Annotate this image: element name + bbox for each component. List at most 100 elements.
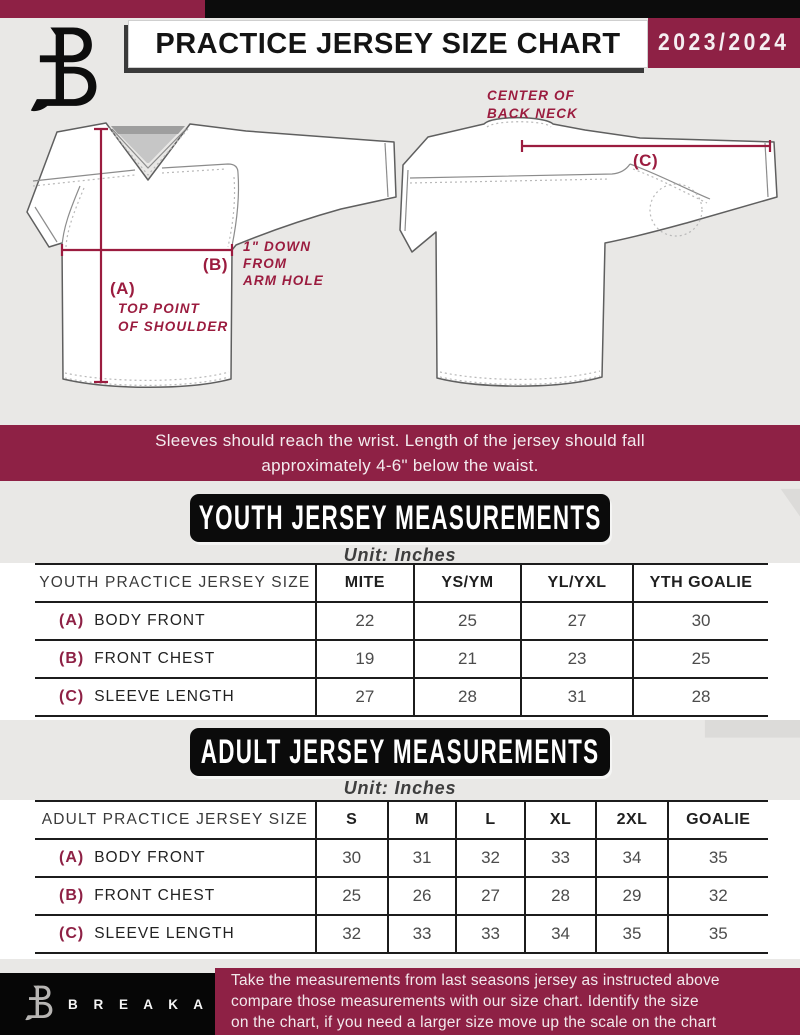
front-measurement-lines: (B) 1" DOWN FROM ARM HOLE (A) TOP POINT … (60, 127, 324, 384)
measurement-label-cell: (B) FRONT CHEST (35, 640, 316, 678)
footer-instructions-line-2: compare those measurements with our size… (231, 993, 699, 1010)
adult-size-column-header: M (386, 801, 457, 839)
youth-measurement-row: (A) BODY FRONT 22 25 27 30 (35, 602, 768, 640)
adult-measurement-row: (B) FRONT CHEST 25 26 27 28 29 32 (35, 877, 768, 915)
measurement-label-cell: (A) BODY FRONT (35, 602, 316, 640)
adult-size-label-header: ADULT PRACTICE JERSEY SIZE (41, 811, 309, 828)
measurement-value-cell: 35 (595, 915, 668, 953)
top-accent-strip-maroon (0, 0, 205, 18)
adult-unit-label: Unit: Inches (343, 778, 457, 798)
footer-brand-box: B R E A K A W A Y (0, 973, 280, 1035)
fit-notice-banner: Sleeves should reach the wrist. Length o… (0, 425, 800, 481)
footer-instructions-box: Take the measurements from last seasons … (215, 968, 800, 1035)
footer-instructions-line-3: on the chart, if you need a larger size … (231, 1014, 717, 1031)
measurement-name: SLEEVE LENGTH (94, 688, 235, 705)
measurement-value-cell: 33 (455, 915, 525, 953)
youth-measurement-row: (B) FRONT CHEST 19 21 23 25 (35, 640, 768, 678)
measurement-key: (B) (59, 650, 85, 667)
adult-table-header-row: ADULT PRACTICE JERSEY SIZE S M L XL 2XL GOALIE (35, 801, 768, 839)
adult-size-column-header: S (314, 801, 388, 839)
youth-table-header-row: YOUTH PRACTICE JERSEY SIZE MITE YS/YM YL/YX… (35, 564, 768, 602)
front-jersey-drawing (26, 122, 397, 388)
breakaway-monogram-icon-footer (24, 985, 54, 1023)
measurement-key: (A) (59, 612, 85, 629)
measurement-value-cell: 27 (455, 877, 525, 915)
measurement-value-cell: 27 (314, 678, 414, 716)
measurement-value-cell: 19 (314, 640, 414, 678)
youth-measurements-table: YOUTH PRACTICE JERSEY SIZE MITE YS/YM YL/YX… (35, 563, 768, 717)
adult-size-column-header: XL (523, 801, 597, 839)
fit-notice-line-2: approximately 4-6" below the waist. (261, 456, 539, 475)
label-c-note-2: BACK NECK (487, 106, 578, 121)
measurement-value-cell: 33 (523, 839, 597, 877)
breakaway-monogram-icon (26, 26, 102, 118)
adult-size-column-header: GOALIE (666, 801, 768, 839)
youth-section-heading: YOUTH JERSEY MEASUREMENTS (198, 498, 602, 537)
adult-section-heading: ADULT JERSEY MEASUREMENTS (200, 732, 600, 771)
adult-size-column-header: L (455, 801, 525, 839)
label-c: (C) (633, 151, 658, 170)
youth-size-column-header: MITE (314, 564, 414, 602)
measurement-label-cell: (A) BODY FRONT (35, 839, 316, 877)
adult-size-column-header: 2XL (595, 801, 668, 839)
measurement-value-cell: 32 (666, 877, 768, 915)
footer-instructions-line-1: Take the measurements from last seasons … (231, 972, 720, 989)
page-title-box: PRACTICE JERSEY SIZE CHART (128, 20, 648, 68)
measurement-name: SLEEVE LENGTH (94, 925, 235, 942)
season-badge: 2023/2024 (648, 18, 800, 68)
measurement-value-cell: 35 (666, 915, 768, 953)
measurement-value-cell: 28 (632, 678, 768, 716)
measurement-value-cell: 29 (595, 877, 668, 915)
label-a-note-1: TOP POINT (118, 301, 201, 316)
measurement-value-cell: 25 (412, 602, 521, 640)
top-accent-strip (0, 0, 800, 18)
adult-measurements-table: ADULT PRACTICE JERSEY SIZE S M L XL 2XL GOALIE… (35, 800, 768, 954)
season-label: 2023/2024 (658, 29, 790, 56)
measurement-value-cell: 25 (314, 877, 388, 915)
label-a-note-2: OF SHOULDER (118, 319, 228, 334)
measurement-value-cell: 33 (386, 915, 457, 953)
youth-measurement-row: (C) SLEEVE LENGTH 27 28 31 28 (35, 678, 768, 716)
measurement-name: FRONT CHEST (94, 887, 216, 904)
measurement-name: BODY FRONT (94, 849, 206, 866)
measurement-value-cell: 22 (314, 602, 414, 640)
measurement-value-cell: 30 (632, 602, 768, 640)
adult-measurement-row: (A) BODY FRONT 30 31 32 33 34 35 (35, 839, 768, 877)
youth-section-heading-box: YOUTH JERSEY MEASUREMENTS (190, 494, 610, 542)
measurement-value-cell: 21 (412, 640, 521, 678)
measurement-value-cell: 31 (519, 678, 634, 716)
adult-measurement-row: (C) SLEEVE LENGTH 32 33 33 34 35 35 (35, 915, 768, 953)
page-title: PRACTICE JERSEY SIZE CHART (155, 27, 621, 60)
measurement-value-cell: 25 (632, 640, 768, 678)
measurement-value-cell: 28 (412, 678, 521, 716)
youth-size-column-header: YTH GOALIE (632, 564, 768, 602)
back-jersey-drawing (399, 116, 778, 387)
youth-size-column-header: YS/YM (412, 564, 521, 602)
measurement-value-cell: 23 (519, 640, 634, 678)
measurement-label-cell: (B) FRONT CHEST (35, 877, 316, 915)
label-c-note-1: CENTER OF (487, 88, 575, 103)
jersey-measurement-diagram: (B) 1" DOWN FROM ARM HOLE (A) TOP POINT … (26, 88, 778, 388)
youth-size-label-header: YOUTH PRACTICE JERSEY SIZE (39, 574, 311, 591)
adult-section-heading-box: ADULT JERSEY MEASUREMENTS (190, 728, 610, 776)
fit-notice-line-1: Sleeves should reach the wrist. Length o… (155, 431, 645, 450)
measurement-key: (B) (59, 887, 85, 904)
measurement-value-cell: 31 (386, 839, 457, 877)
measurement-value-cell: 34 (595, 839, 668, 877)
label-b-note-3: ARM HOLE (242, 273, 324, 288)
label-a: (A) (110, 279, 135, 298)
measurement-key: (A) (59, 849, 85, 866)
measurement-value-cell: 32 (455, 839, 525, 877)
measurement-label-cell: (C) SLEEVE LENGTH (35, 678, 316, 716)
back-measurement-lines: (C) CENTER OF BACK NECK (487, 88, 772, 170)
label-b-note-1: 1" DOWN (243, 239, 311, 254)
label-b-note-2: FROM (243, 256, 287, 271)
measurement-value-cell: 28 (523, 877, 597, 915)
measurement-name: FRONT CHEST (94, 650, 216, 667)
measurement-key: (C) (59, 925, 85, 942)
measurement-value-cell: 26 (386, 877, 457, 915)
measurement-key: (C) (59, 688, 85, 705)
label-b: (B) (203, 255, 228, 274)
measurement-label-cell: (C) SLEEVE LENGTH (35, 915, 316, 953)
